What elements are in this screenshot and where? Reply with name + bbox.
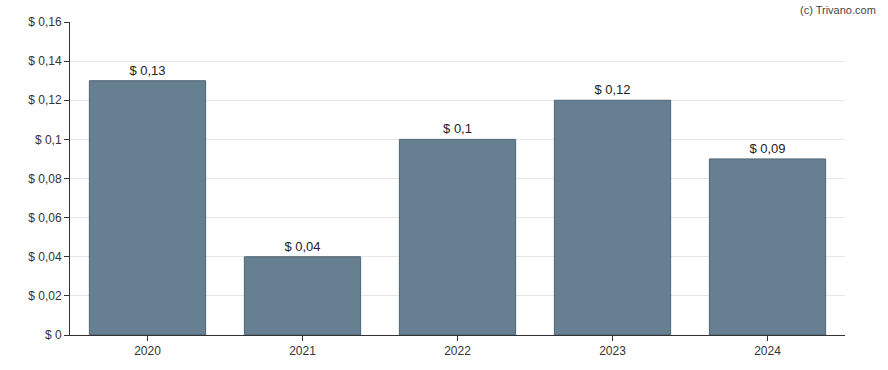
svg-text:2024: 2024	[754, 344, 781, 358]
svg-text:2020: 2020	[134, 344, 161, 358]
svg-text:$ 0,08: $ 0,08	[28, 172, 62, 186]
svg-text:$ 0,13: $ 0,13	[129, 63, 165, 78]
svg-text:2021: 2021	[289, 344, 316, 358]
svg-text:$ 0,14: $ 0,14	[28, 54, 62, 68]
svg-text:$ 0,09: $ 0,09	[749, 141, 785, 156]
svg-text:(c) Trivano.com: (c) Trivano.com	[800, 4, 876, 16]
svg-text:$ 0,12: $ 0,12	[28, 93, 62, 107]
svg-text:$ 0,02: $ 0,02	[28, 289, 62, 303]
svg-text:$ 0: $ 0	[45, 328, 62, 342]
svg-text:2023: 2023	[599, 344, 626, 358]
svg-text:$ 0,06: $ 0,06	[28, 211, 62, 225]
svg-text:$ 0,1: $ 0,1	[443, 121, 472, 136]
svg-text:$ 0,04: $ 0,04	[28, 250, 62, 264]
svg-text:$ 0,12: $ 0,12	[594, 82, 630, 97]
svg-text:$ 0,04: $ 0,04	[284, 239, 320, 254]
svg-text:$ 0,1: $ 0,1	[35, 133, 62, 147]
svg-text:$ 0,16: $ 0,16	[28, 15, 62, 29]
svg-text:2022: 2022	[444, 344, 471, 358]
